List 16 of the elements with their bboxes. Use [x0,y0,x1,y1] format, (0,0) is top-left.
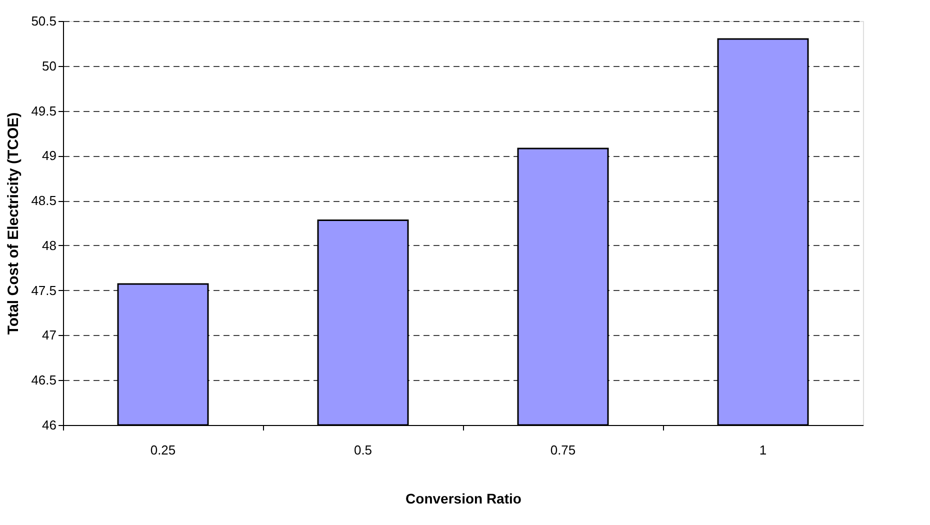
x-tick-label: 1 [759,442,767,458]
y-axis-title: Total Cost of Electricity (TCOE) [5,112,22,335]
x-tick-label: 0.75 [550,442,576,458]
y-tick-label: 46.5 [31,372,56,388]
x-tick-label: 0.25 [150,442,176,458]
x-tick-label: 0.5 [354,442,372,458]
y-tick-label: 50.5 [31,14,56,28]
y-tick-label: 47.5 [31,282,56,298]
y-tick-label: 50 [42,58,56,74]
x-axis-title: Conversion Ratio [406,490,522,506]
y-tick-label: 49 [42,148,56,164]
y-tick-label: 48.5 [31,193,56,208]
y-tick-label: 48 [42,238,56,253]
y-tick-label: 49.5 [31,103,56,118]
y-tick-label: 47 [42,328,56,343]
y-tick-label: 46 [42,418,56,432]
